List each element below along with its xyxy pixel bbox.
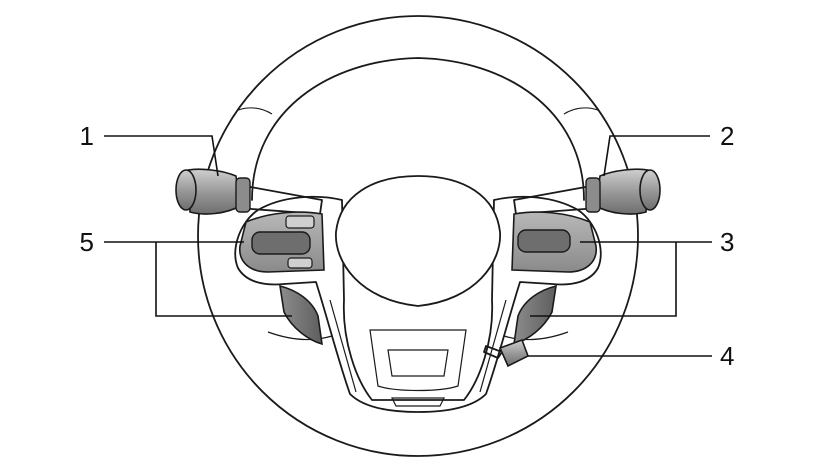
leader-bracket-3 — [530, 242, 677, 317]
left-pad-button-bottom[interactable] — [287, 257, 313, 269]
callout-2: 2 — [720, 121, 734, 151]
leader-line-1 — [104, 135, 219, 177]
callout-4: 4 — [720, 341, 734, 371]
right-pad-scroll-wheel[interactable] — [517, 229, 571, 253]
steering-wheel-spokes — [234, 195, 602, 413]
callout-3: 3 — [720, 227, 734, 257]
leader-line-2 — [603, 135, 710, 177]
steering-wheel-rim — [197, 15, 639, 457]
left-pad-scroll-wheel[interactable] — [251, 231, 311, 255]
left-pad-button-top[interactable] — [285, 215, 315, 229]
right-shift-paddle[interactable] — [513, 284, 557, 346]
right-stalk-lever[interactable] — [513, 168, 661, 215]
callout-labels: 1 2 3 4 5 — [80, 121, 735, 371]
left-control-pad[interactable] — [239, 211, 325, 273]
leader-bracket-5 — [155, 242, 292, 317]
left-shift-paddle[interactable] — [279, 284, 323, 346]
callout-1: 1 — [80, 121, 94, 151]
leader-lines — [104, 135, 712, 357]
right-control-pad[interactable] — [511, 211, 597, 273]
left-stalk-lever[interactable] — [175, 168, 323, 215]
callout-5: 5 — [80, 227, 94, 257]
center-hub — [335, 175, 501, 307]
